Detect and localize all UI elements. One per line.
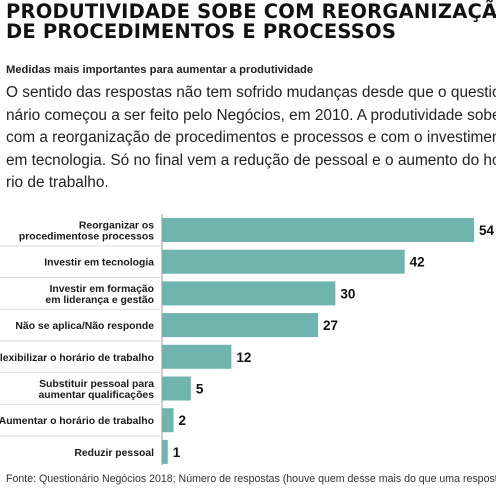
value-label: 12: [236, 350, 251, 365]
value-label: 5: [196, 382, 204, 397]
value-label: 30: [340, 286, 355, 301]
bar: [162, 376, 191, 401]
value-label: 42: [410, 255, 425, 270]
bar: [162, 281, 336, 306]
lead-line: em tecnologia. Só no final vem a redução…: [6, 151, 496, 169]
bar-chart: Reorganizar os procedimentose processos In…: [0, 214, 495, 465]
value-label: 27: [323, 318, 338, 333]
bar: [162, 249, 405, 274]
chart-title-line-2: DE PROCEDIMENTOS E PROCESSOS: [6, 20, 397, 43]
lead-line: nário começou a ser feito pelo Negócios,…: [6, 106, 496, 124]
value-label: 54: [479, 223, 495, 238]
category-label: Flexibilizar o horário de trabalho: [0, 353, 154, 364]
category-label: Substituir pessoal para aumentar qualific…: [39, 379, 155, 401]
lead-line: rio de trabalho.: [6, 174, 109, 191]
lead-line: O sentido das respostas não tem sofrido …: [6, 84, 496, 101]
bar: [162, 408, 174, 433]
chart-title-line-1: PRODUTIVIDADE SOBE COM REORGANIZAÇÃO: [6, 0, 496, 23]
category-label: Investir em tecnologia: [44, 258, 154, 269]
category-label: Não se aplica/Não responde: [15, 321, 154, 332]
lead-line: com a reorganização de procedimentos e p…: [6, 129, 496, 146]
category-label: Investir em formação em liderança e gestã…: [45, 284, 154, 306]
source-footnote: Fonte: Questionário Negócios 2018; Númer…: [6, 473, 496, 485]
bar: [162, 439, 168, 464]
chart-subtitle: Medidas mais importantes para aumentar a…: [6, 64, 314, 76]
lead-paragraph: O sentido das respostas não tem sofrido …: [6, 82, 496, 195]
value-label: 2: [179, 413, 187, 428]
category-label: Aumentar o horário de trabalho: [0, 416, 154, 427]
category-label: Reduzir pessoal: [74, 448, 154, 459]
value-label: 1: [173, 445, 181, 460]
category-label: Reorganizar os procedimentose processos: [19, 221, 154, 243]
row-separators: [0, 245, 160, 437]
bar: [162, 218, 474, 242]
chart-title: PRODUTIVIDADE SOBE COM REORGANIZAÇÃO DE …: [6, 2, 496, 42]
value-labels: 54 42 30 27 12 5 2 1: [173, 223, 495, 460]
category-labels: Reorganizar os procedimentose processos In…: [0, 221, 154, 459]
bar: [162, 344, 232, 369]
bars: [162, 218, 474, 464]
bar: [162, 313, 318, 338]
